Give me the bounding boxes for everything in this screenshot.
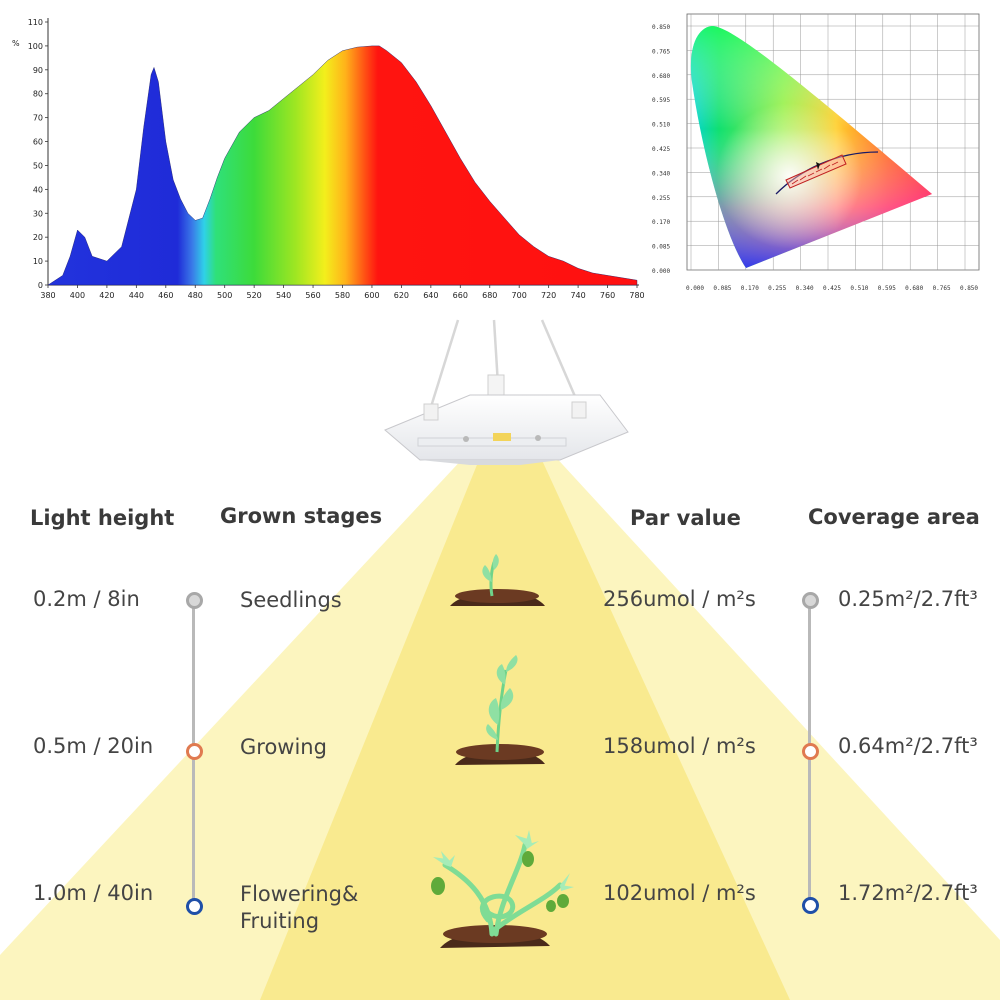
cie-y-tick-label: 0.850 <box>652 24 670 31</box>
hanging-wires <box>428 319 582 411</box>
x-tick-label: 740 <box>570 291 585 300</box>
x-tick-label: 600 <box>364 291 379 300</box>
cie-x-tick-label: 0.510 <box>850 285 868 292</box>
x-tick-label: 680 <box>482 291 497 300</box>
light-height-header: Light height <box>30 506 175 530</box>
height-value: 0.5m / 20in <box>33 734 154 758</box>
coverage-value: 1.72m²/2.7ft³ <box>838 881 978 905</box>
x-tick-label: 580 <box>335 291 350 300</box>
x-tick-label: 640 <box>423 291 438 300</box>
par-value: 158umol / m²s <box>603 734 756 758</box>
y-tick-label: 20 <box>33 233 43 242</box>
cie-x-tick-label: 0.425 <box>823 285 841 292</box>
stage-label: Flowering& <box>240 882 359 906</box>
x-tick-label: 380 <box>40 291 55 300</box>
coverage-value: 0.64m²/2.7ft³ <box>838 734 978 758</box>
x-tick-label: 700 <box>512 291 527 300</box>
growing-plant-illustration <box>455 655 545 765</box>
y-tick-label: 10 <box>33 257 43 266</box>
seedling-illustration <box>450 554 545 606</box>
coverage-area-header: Coverage area <box>808 505 980 529</box>
grow-light-scene <box>0 319 1000 1000</box>
flowering-plant-illustration <box>431 830 574 948</box>
height-value: 0.2m / 8in <box>33 587 140 611</box>
cie-x-tick-label: 0.765 <box>933 285 951 292</box>
x-tick-label: 780 <box>629 291 644 300</box>
cie-y-tick-label: 0.765 <box>652 48 670 55</box>
cie-chromaticity-diagram: 0.850 0.765 0.680 0.595 0.510 0.425 0.340 0.255… <box>652 13 980 292</box>
coverage-dot-2 <box>802 743 819 760</box>
height-dot-3 <box>186 898 203 915</box>
cie-y-tick-label: 0.085 <box>652 244 670 251</box>
x-tick-label: 560 <box>305 291 320 300</box>
coverage-value: 0.25m²/2.7ft³ <box>838 587 978 611</box>
cie-y-tick-label: 0.680 <box>652 73 670 80</box>
height-dot-2 <box>186 743 203 760</box>
cie-x-tick-label: 0.085 <box>713 285 731 292</box>
light-beam-inner <box>260 445 790 1000</box>
y-tick-label: 30 <box>33 209 43 218</box>
x-tick-label: 480 <box>188 291 203 300</box>
y-tick-label: 70 <box>33 114 43 123</box>
height-dot-1 <box>186 592 203 609</box>
y-tick-label: 110 <box>28 18 43 27</box>
stage-label: Seedlings <box>240 588 342 612</box>
cie-y-tick-label: 0.340 <box>652 170 670 177</box>
y-tick-label: 50 <box>33 161 43 170</box>
x-tick-label: 720 <box>541 291 556 300</box>
cie-y-tick-label: 0.000 <box>652 268 670 275</box>
x-tick-label: 620 <box>394 291 409 300</box>
cie-x-tick-label: 0.595 <box>878 285 896 292</box>
stage-label: Growing <box>240 735 327 759</box>
spectrum-chart: 0 10 20 30 40 50 60 70 80 90 100 110 380 400 420 440 460… <box>12 18 645 300</box>
x-tick-label: 660 <box>453 291 468 300</box>
spectrum-area <box>47 45 638 286</box>
grow-light-fixture <box>384 374 629 465</box>
x-tick-label: 460 <box>158 291 173 300</box>
cie-x-tick-label: 0.170 <box>741 285 759 292</box>
par-value: 102umol / m²s <box>603 881 756 905</box>
x-tick-label: 520 <box>247 291 262 300</box>
cie-x-tick-label: 0.680 <box>905 285 923 292</box>
x-tick-label: 440 <box>129 291 144 300</box>
stage-label-line2: Fruiting <box>240 909 320 933</box>
coverage-dot-3 <box>802 897 819 914</box>
cie-x-tick-label: 0.850 <box>960 285 978 292</box>
y-tick-label: 0 <box>38 281 43 290</box>
cie-x-tick-label: 0.000 <box>686 285 704 292</box>
x-tick-label: 420 <box>99 291 114 300</box>
coverage-dot-1 <box>802 592 819 609</box>
par-value: 256umol / m²s <box>603 587 756 611</box>
par-value-header: Par value <box>630 506 741 530</box>
grown-stages-header: Grown stages <box>220 504 383 528</box>
y-tick-label: 40 <box>33 185 43 194</box>
cie-x-tick-label: 0.255 <box>768 285 786 292</box>
y-tick-label: 60 <box>33 138 43 147</box>
y-unit-label: % <box>12 39 20 48</box>
cie-x-tick-label: 0.340 <box>796 285 814 292</box>
cie-y-tick-label: 0.595 <box>652 97 670 104</box>
y-tick-label: 80 <box>33 90 43 99</box>
cie-y-tick-label: 0.255 <box>652 195 670 202</box>
x-tick-label: 760 <box>600 291 615 300</box>
x-tick-label: 500 <box>217 291 232 300</box>
x-tick-label: 400 <box>70 291 85 300</box>
cie-y-tick-label: 0.170 <box>652 219 670 226</box>
height-value: 1.0m / 40in <box>33 881 154 905</box>
x-tick-label: 540 <box>276 291 291 300</box>
planckian-locus <box>775 151 879 195</box>
y-tick-label: 90 <box>33 66 43 75</box>
cie-y-tick-label: 0.425 <box>652 146 670 153</box>
cie-y-tick-label: 0.510 <box>652 122 670 129</box>
y-tick-label: 100 <box>28 42 43 51</box>
cursor-marker <box>816 162 820 170</box>
